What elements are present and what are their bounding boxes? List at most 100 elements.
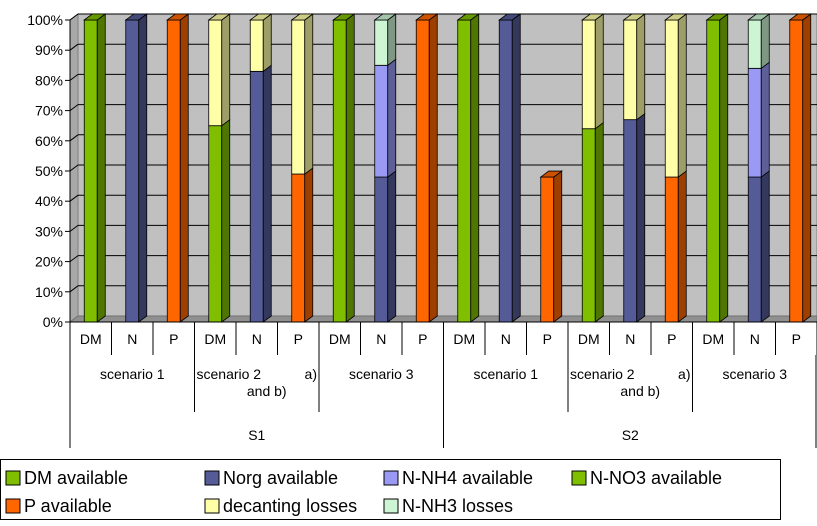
x-tick-label: DM [578, 331, 600, 347]
bar-segment [374, 19, 389, 66]
bar-segment [291, 19, 306, 175]
y-tick-label: 30% [35, 223, 63, 239]
bar-top [539, 170, 563, 178]
x-tick-label: N [127, 331, 137, 347]
bar-segment-side [138, 13, 148, 323]
x-tick-label: P [169, 331, 178, 347]
y-tick-label: 60% [35, 133, 63, 149]
bar-segment-side [677, 13, 687, 178]
x-tick-label: N [501, 331, 511, 347]
bar-top [290, 13, 314, 21]
x-tick-label: P [418, 331, 427, 347]
bar-segment-side [387, 170, 397, 323]
legend-swatch [383, 470, 399, 486]
bar-segment-side [760, 13, 770, 70]
bar-segment [332, 19, 347, 323]
x-top-group-label: S2 [622, 427, 639, 443]
x-tick-label: P [792, 331, 801, 347]
bar-segment-side [304, 167, 314, 323]
legend-swatch [383, 498, 399, 514]
legend-label: N-NH4 available [402, 468, 533, 488]
bar-segment-side [428, 13, 438, 323]
legend-label: N-NO3 available [590, 468, 722, 488]
bar-segment [664, 176, 679, 323]
gridline-slant [69, 134, 79, 142]
bar-top [498, 13, 522, 21]
bar-segment-side [221, 13, 231, 127]
y-tick-label: 80% [35, 72, 63, 88]
bar-segment-side [636, 112, 646, 323]
bar-segment-side [179, 13, 189, 323]
bar-segment-side [304, 13, 314, 175]
legend-swatch [204, 498, 220, 514]
bar-segment-side [802, 13, 812, 323]
bar-top [83, 13, 107, 21]
bar-segment-side [221, 118, 231, 323]
y-tick-label: 20% [35, 254, 63, 270]
bar-segment [374, 64, 389, 178]
x-top-group-label: S1 [248, 427, 265, 443]
legend-swatch [5, 498, 21, 514]
bar-segment [540, 176, 555, 323]
x-tick-label: P [667, 331, 676, 347]
bar-top [373, 13, 397, 21]
bar-segment-side [636, 13, 646, 121]
bar-segment [664, 19, 679, 178]
x-tick-label: DM [329, 331, 351, 347]
bar-segment [83, 19, 98, 323]
bar-top [124, 13, 148, 21]
bar-segment-side [677, 170, 687, 323]
y-tick-label: 70% [35, 103, 63, 119]
bar-segment [623, 119, 638, 323]
gridline-slant [69, 285, 79, 293]
bar-top [664, 13, 688, 21]
bar-segment [208, 19, 223, 127]
x-group-label: scenario 3 [349, 366, 414, 382]
bar-segment [789, 19, 804, 323]
bar-top [622, 13, 646, 21]
legend-label: DM available [24, 468, 128, 488]
bar-segment-side [387, 58, 397, 178]
gridline-slant [69, 164, 79, 172]
bar-segment [249, 19, 264, 72]
x-tick-label: N [252, 331, 262, 347]
y-tick-label: 40% [35, 193, 63, 209]
x-group-label: scenario 2 [197, 366, 262, 382]
bar-segment [208, 125, 223, 323]
bar-segment-side [511, 13, 521, 323]
legend-label: P available [24, 496, 112, 516]
bar-top [166, 13, 190, 21]
bar-segment-side [470, 13, 480, 323]
bar-top [207, 13, 231, 21]
bar-segment [581, 19, 596, 130]
bar-segment-side [553, 170, 563, 323]
x-group-label: scenario 1 [473, 366, 538, 382]
bar-top [332, 13, 356, 21]
legend-swatch [204, 470, 220, 486]
bar-segment [747, 67, 762, 178]
bar-top [747, 13, 771, 21]
x-group-label: scenario 1 [100, 366, 165, 382]
y-tick-label: 10% [35, 284, 63, 300]
x-group-label-extra: a) [678, 366, 690, 382]
bar-segment-side [345, 13, 355, 323]
bar-segment [415, 19, 430, 323]
x-group-label-line2: and b) [247, 383, 287, 399]
bar-segment [747, 19, 762, 69]
x-tick-label: P [543, 331, 552, 347]
bar-top [415, 13, 439, 21]
legend-swatch [5, 470, 21, 486]
bar-segment [623, 19, 638, 121]
bar-top [456, 13, 480, 21]
bar-segment [249, 70, 264, 323]
legend-label: N-NH3 losses [402, 496, 513, 516]
x-tick-label: N [625, 331, 635, 347]
bar-segment-side [594, 121, 604, 323]
gridline-slant [69, 224, 79, 232]
bar-segment [706, 19, 721, 323]
bar-segment-side [262, 13, 272, 73]
x-tick-label: DM [453, 331, 475, 347]
legend-label: Norg available [223, 468, 338, 488]
x-group-label: scenario 2 [570, 366, 635, 382]
